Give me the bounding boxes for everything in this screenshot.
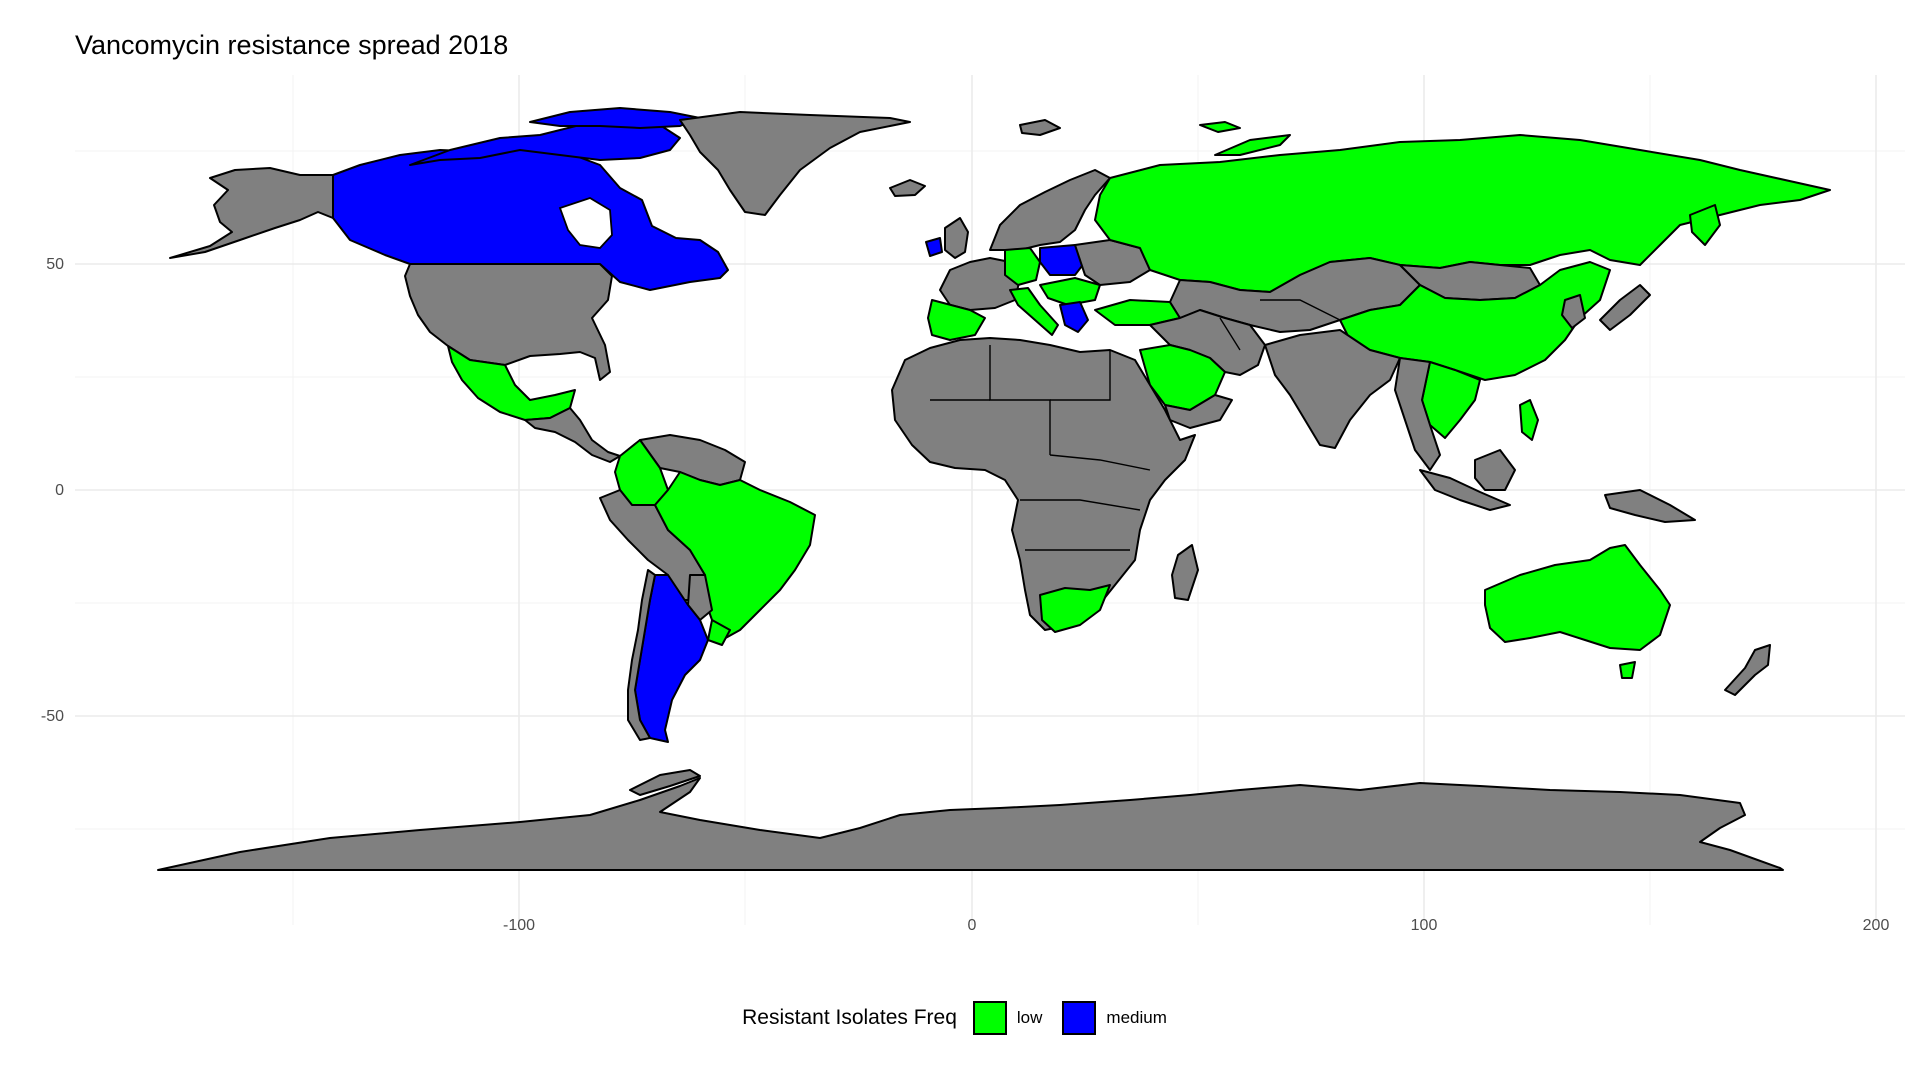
new-zealand <box>1724 644 1771 696</box>
paraguay <box>687 574 713 621</box>
germany <box>1004 247 1041 286</box>
legend-key-low <box>972 1001 1007 1035</box>
kamchatka <box>1689 204 1721 246</box>
land-masses <box>157 107 1831 871</box>
madagascar <box>1171 544 1199 601</box>
ireland <box>925 237 943 257</box>
united-states <box>404 263 613 381</box>
hudson-bay <box>558 197 613 249</box>
iceland <box>889 179 926 197</box>
south-africa <box>1039 584 1111 633</box>
legend: Resistant Isolates Freq low medium <box>0 1001 1919 1035</box>
great-britain <box>944 217 969 259</box>
greece-serbia <box>1059 301 1089 333</box>
iberia <box>927 299 986 341</box>
chart-title: Vancomycin resistance spread 2018 <box>75 30 509 60</box>
y-tick-label: 50 <box>46 256 64 273</box>
philippines <box>1519 399 1539 441</box>
japan <box>1599 284 1651 331</box>
y-tick-label: -50 <box>41 708 64 725</box>
x-tick-label: -100 <box>503 917 535 934</box>
borneo <box>1474 449 1516 491</box>
franz-josef-land <box>1199 121 1241 133</box>
antarctic-peninsula <box>629 769 701 796</box>
ellesmere-island <box>529 107 701 129</box>
india-region <box>1264 329 1401 449</box>
x-tick-label: 100 <box>1411 917 1438 934</box>
legend-item-low: low <box>972 1001 1043 1035</box>
border-line <box>1219 317 1241 351</box>
border-line <box>1260 299 1341 321</box>
border-line <box>1020 499 1141 511</box>
legend-item-medium: medium <box>1062 1001 1167 1035</box>
yemen-oman <box>1164 394 1233 429</box>
uruguay <box>707 619 731 646</box>
korea <box>1561 294 1586 329</box>
legend-label-medium: medium <box>1106 1008 1167 1027</box>
legend-title: Resistant Isolates Freq <box>742 1006 957 1029</box>
myanmar-malaysia <box>1394 357 1441 471</box>
svalbard <box>1019 119 1061 136</box>
chile <box>627 569 656 741</box>
alaska <box>169 167 334 259</box>
legend-key-medium <box>1062 1001 1097 1035</box>
italy <box>1009 287 1059 336</box>
antarctica <box>157 777 1784 871</box>
australia <box>1484 544 1671 651</box>
tasmania <box>1619 661 1636 679</box>
border-line <box>989 345 1051 455</box>
africa <box>891 337 1196 631</box>
border-line <box>1049 454 1151 471</box>
x-tick-label: 200 <box>1863 917 1890 934</box>
country-borders <box>930 299 1341 551</box>
new-guinea <box>1604 489 1696 523</box>
x-tick-label: 0 <box>968 917 977 934</box>
scandinavia <box>989 169 1111 251</box>
saudi-arabia <box>1139 344 1226 411</box>
indonesia <box>1419 469 1511 511</box>
novaya-zemlya <box>1214 134 1291 156</box>
legend-label-low: low <box>1016 1008 1043 1027</box>
axes: -100 0 100 200 50 0 -50 <box>41 256 1890 934</box>
croatia-romania <box>1039 277 1101 306</box>
border-line <box>1050 350 1111 401</box>
canadian-arctic-islands <box>409 119 681 166</box>
y-tick-label: 0 <box>55 482 64 499</box>
greenland <box>679 111 911 216</box>
